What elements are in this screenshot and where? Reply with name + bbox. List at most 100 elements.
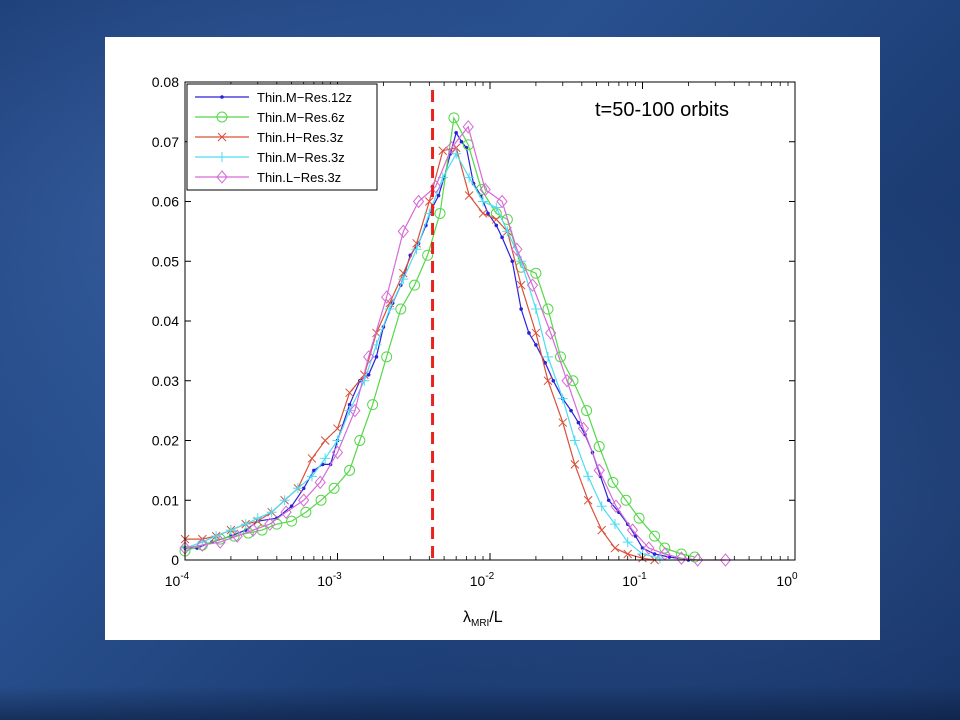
- y-tick-label: 0.08: [152, 74, 179, 90]
- data-point: [609, 519, 620, 530]
- data-point: [569, 435, 580, 446]
- data-point: [385, 298, 395, 308]
- x-tick-label: 10-3: [317, 571, 342, 589]
- data-point: [214, 535, 226, 549]
- point-marker-plus: [266, 507, 277, 518]
- point-marker-dot: [366, 372, 371, 377]
- data-point: [606, 498, 611, 503]
- legend-label: Thin.M−Res.6z: [257, 110, 345, 125]
- point-marker-circle: [409, 279, 421, 291]
- point-marker-circle: [395, 303, 407, 315]
- point-marker-dot: [510, 259, 515, 264]
- point-marker-plus: [306, 471, 317, 482]
- data-point: [225, 525, 236, 536]
- x-axis-label-sub: MRI: [471, 618, 489, 629]
- legend-item: Thin.M−Res.6z: [195, 110, 345, 125]
- data-point: [652, 552, 657, 556]
- legend-label: Thin.H−Res.3z: [257, 130, 343, 145]
- point-marker-diamond: [397, 224, 409, 239]
- point-marker-plus: [583, 471, 594, 482]
- x-axis-label-main: λ: [463, 609, 471, 626]
- data-point: [332, 435, 343, 446]
- point-marker-plus: [622, 537, 633, 548]
- point-marker-circle: [256, 524, 268, 536]
- point-marker-plus: [491, 202, 502, 213]
- point-marker-diamond: [349, 403, 361, 418]
- point-marker-x: [217, 132, 227, 142]
- point-marker-plus: [240, 519, 251, 530]
- point-marker-diamond: [526, 278, 539, 292]
- y-tick-label: 0.04: [152, 313, 179, 329]
- data-point: [300, 506, 312, 518]
- data-point: [581, 405, 593, 417]
- data-point: [464, 172, 475, 183]
- point-marker-x: [531, 328, 541, 338]
- legend-item: Thin.L−Res.3z: [195, 170, 341, 185]
- data-point: [551, 378, 556, 383]
- data-point: [462, 120, 474, 134]
- point-marker-circle: [344, 464, 356, 476]
- data-point: [306, 471, 317, 482]
- data-point: [626, 523, 639, 537]
- data-point: [542, 303, 554, 315]
- point-marker-x: [516, 280, 526, 290]
- legend-label: Thin.M−Res.3z: [257, 150, 345, 165]
- point-marker-circle: [434, 207, 446, 219]
- data-point: [500, 235, 504, 240]
- x-tick-exponent: -2: [485, 571, 494, 582]
- point-marker-x: [570, 460, 580, 469]
- point-marker-plus: [464, 172, 475, 183]
- data-point: [345, 388, 354, 398]
- data-point: [411, 244, 422, 255]
- data-point: [593, 463, 605, 478]
- point-marker-plus: [398, 274, 409, 285]
- data-point: [256, 524, 268, 536]
- point-marker-plus: [332, 435, 343, 446]
- data-point: [320, 436, 330, 445]
- point-marker-diamond: [462, 120, 474, 134]
- point-marker-diamond: [610, 499, 622, 514]
- point-marker-circle: [607, 476, 619, 488]
- point-marker-plus: [252, 513, 263, 524]
- data-point: [438, 146, 448, 156]
- data-point: [567, 375, 579, 387]
- data-point: [347, 402, 352, 407]
- point-marker-circle: [228, 530, 240, 542]
- point-marker-diamond: [626, 523, 639, 537]
- point-marker-circle: [242, 527, 254, 539]
- data-point: [211, 531, 222, 542]
- data-point: [557, 393, 568, 404]
- x-tick-label: 100: [776, 571, 798, 589]
- point-marker-x: [478, 209, 488, 218]
- data-point: [516, 280, 526, 290]
- data-point: [486, 211, 490, 216]
- point-marker-x: [438, 146, 448, 156]
- point-marker-plus: [557, 393, 568, 404]
- point-marker-dot: [640, 546, 645, 550]
- data-point: [366, 372, 371, 377]
- data-point: [220, 95, 224, 99]
- data-point: [531, 328, 541, 338]
- data-point: [502, 226, 513, 237]
- point-marker-dot: [454, 130, 458, 135]
- data-point: [491, 215, 501, 224]
- chart-annotation: t=50-100 orbits: [595, 99, 729, 121]
- point-marker-diamond: [380, 290, 393, 304]
- data-point: [252, 513, 263, 524]
- data-point: [464, 191, 474, 200]
- point-marker-diamond: [429, 179, 442, 194]
- point-marker-plus: [542, 351, 553, 362]
- point-marker-diamond: [511, 242, 523, 257]
- data-point: [659, 542, 671, 554]
- point-marker-dot: [494, 223, 499, 228]
- data-point: [561, 373, 573, 388]
- point-marker-diamond: [196, 538, 209, 552]
- data-point: [543, 376, 553, 386]
- point-marker-circle: [675, 548, 687, 560]
- point-marker-diamond: [362, 350, 375, 364]
- data-point: [298, 493, 310, 508]
- data-point: [315, 494, 327, 506]
- data-point: [434, 207, 446, 219]
- x-axis-label-suffix: /L: [489, 609, 502, 626]
- y-tick-label: 0.07: [152, 134, 179, 150]
